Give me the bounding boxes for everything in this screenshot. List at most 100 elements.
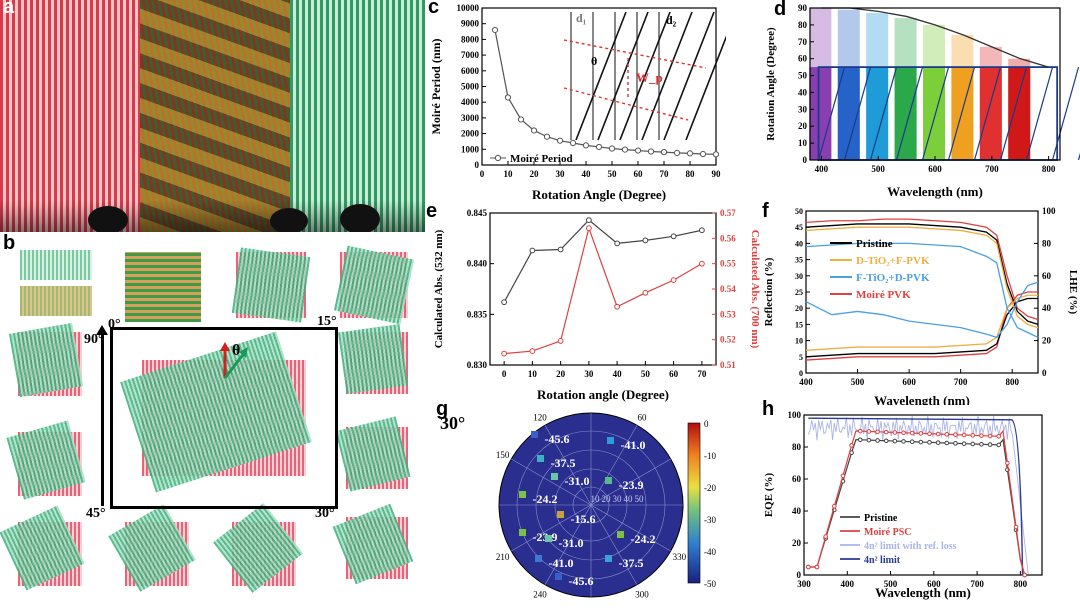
heat-value: -24.2	[631, 532, 656, 546]
y-tick-label: 2000	[461, 129, 480, 139]
x-tick-label: 10	[504, 169, 514, 179]
data-point	[504, 94, 512, 101]
data-point	[557, 246, 564, 253]
eqe-point	[892, 438, 898, 444]
x-tick-label: 0	[480, 169, 485, 179]
plot-frame	[803, 414, 1043, 576]
polar-spoke	[590, 504, 671, 552]
data-point	[595, 143, 603, 151]
rotated-line	[575, 11, 627, 141]
chart-calculated-abs: 0 10 20 30 40 50 60 70 0.830 0.835 0.840 0.845 0.51 0…	[433, 208, 761, 402]
y-tick-label: 7000	[461, 50, 480, 60]
y-tick-label: 60	[1042, 271, 1052, 281]
y-tick-label: 80	[1042, 238, 1052, 248]
y-tick-label: 0	[799, 369, 803, 378]
y-tick-label: 0	[1042, 368, 1047, 378]
eqe-point	[944, 432, 950, 437]
eqe-point	[909, 430, 915, 436]
x-axis-label: Rotation angle (Degree)	[537, 387, 669, 402]
eqe-point	[857, 437, 863, 443]
angle-tick-label: 300	[635, 589, 649, 599]
x-tick-label: 90	[712, 169, 722, 179]
y-tick-label: 100	[1042, 206, 1056, 216]
y-axis-label-right: LHE (%)	[1067, 270, 1079, 315]
x-tick-label: 800	[1005, 377, 1019, 387]
eqe-point	[953, 432, 958, 437]
rotated-line	[641, 11, 693, 141]
y-tick-label: 0.830	[467, 360, 488, 370]
y-tick-label: 6000	[461, 66, 480, 76]
y-tick-label: 80	[798, 20, 808, 30]
inset-wp: W_p	[636, 70, 663, 85]
eqe-point	[1013, 524, 1019, 530]
data-point	[614, 303, 621, 310]
y-tick-label: 20	[1042, 336, 1052, 346]
x-axis-label: Wavelength (nm)	[875, 585, 971, 600]
x-tick-label: 50	[641, 369, 651, 379]
hatch-line	[1025, 66, 1054, 161]
y-tick-label: 35	[795, 256, 803, 265]
eqe-point	[970, 441, 976, 447]
data-point	[608, 145, 616, 152]
eqe-curve	[808, 429, 1026, 576]
x-tick-label: 50	[608, 169, 618, 179]
x-tick-label: 400	[815, 164, 829, 174]
data-point	[614, 240, 621, 247]
hatch-line	[895, 66, 924, 161]
x-tick-label: 20	[530, 169, 540, 179]
y-tick-label: 5	[799, 353, 803, 362]
eqe-point	[953, 441, 958, 446]
y-tick-label: 0.53	[720, 309, 736, 319]
panel-label-d: d	[774, 0, 787, 20]
y-tick-label: 1000	[461, 144, 480, 154]
lhe-curve	[805, 242, 1039, 338]
legend-label: 4n² limit	[864, 555, 901, 566]
eqe-point	[823, 534, 828, 539]
data-point	[517, 116, 525, 123]
heat-cell	[605, 555, 612, 562]
x-axis-label: Wavelength (nm)	[887, 184, 983, 199]
y-tick-label: 10	[798, 138, 808, 148]
x-tick-label: 80	[686, 169, 696, 179]
heat-cell	[605, 477, 612, 484]
x-tick-label: 70	[697, 369, 707, 379]
eqe-point	[996, 442, 1002, 448]
inset-theta: θ	[591, 54, 597, 68]
reflection-curve	[805, 291, 1038, 361]
eqe-point	[918, 439, 924, 445]
y-axis-label-left: Reflection (%)	[763, 257, 775, 326]
eqe-point	[875, 438, 880, 443]
plot-frame	[489, 212, 717, 366]
legend-label: Pristine	[864, 513, 898, 524]
panel-label-g: g	[436, 398, 449, 420]
data-point	[529, 247, 536, 254]
heat-cell	[607, 437, 614, 444]
rotated-line	[619, 11, 671, 141]
y-tick-label: 60	[798, 54, 808, 64]
eqe-curve	[808, 438, 1026, 576]
heat-cell	[535, 555, 542, 562]
legend-label: Moiré PSC	[864, 527, 912, 538]
eqe-point	[1022, 572, 1027, 578]
heat-cell	[537, 455, 544, 462]
heat-cell	[551, 473, 558, 480]
colorbar-label: -30	[704, 515, 716, 525]
data-point	[530, 127, 538, 134]
x-tick-label: 700	[954, 377, 968, 387]
y-axis-label: EQE (%)	[763, 473, 775, 518]
hatch-line	[921, 66, 950, 161]
x-tick-label: 700	[970, 579, 984, 589]
y-tick-label: 0.55	[720, 259, 736, 269]
angle-tick-label: 210	[496, 552, 510, 562]
rotated-line	[663, 11, 715, 141]
angle-curve	[821, 7, 1049, 68]
legend-label: Pristine	[856, 238, 893, 250]
angle-label-45: 45°	[86, 506, 106, 521]
y-axis-label-left: Calculated Abs. (532 nm)	[433, 229, 445, 348]
x-axis-label: Rotation Angle (Degree)	[532, 187, 666, 202]
data-point	[673, 149, 681, 157]
polar-title: 30°	[440, 413, 465, 433]
data-point	[670, 233, 677, 240]
y-tick-label: 3000	[461, 113, 480, 123]
data-point	[698, 227, 705, 234]
